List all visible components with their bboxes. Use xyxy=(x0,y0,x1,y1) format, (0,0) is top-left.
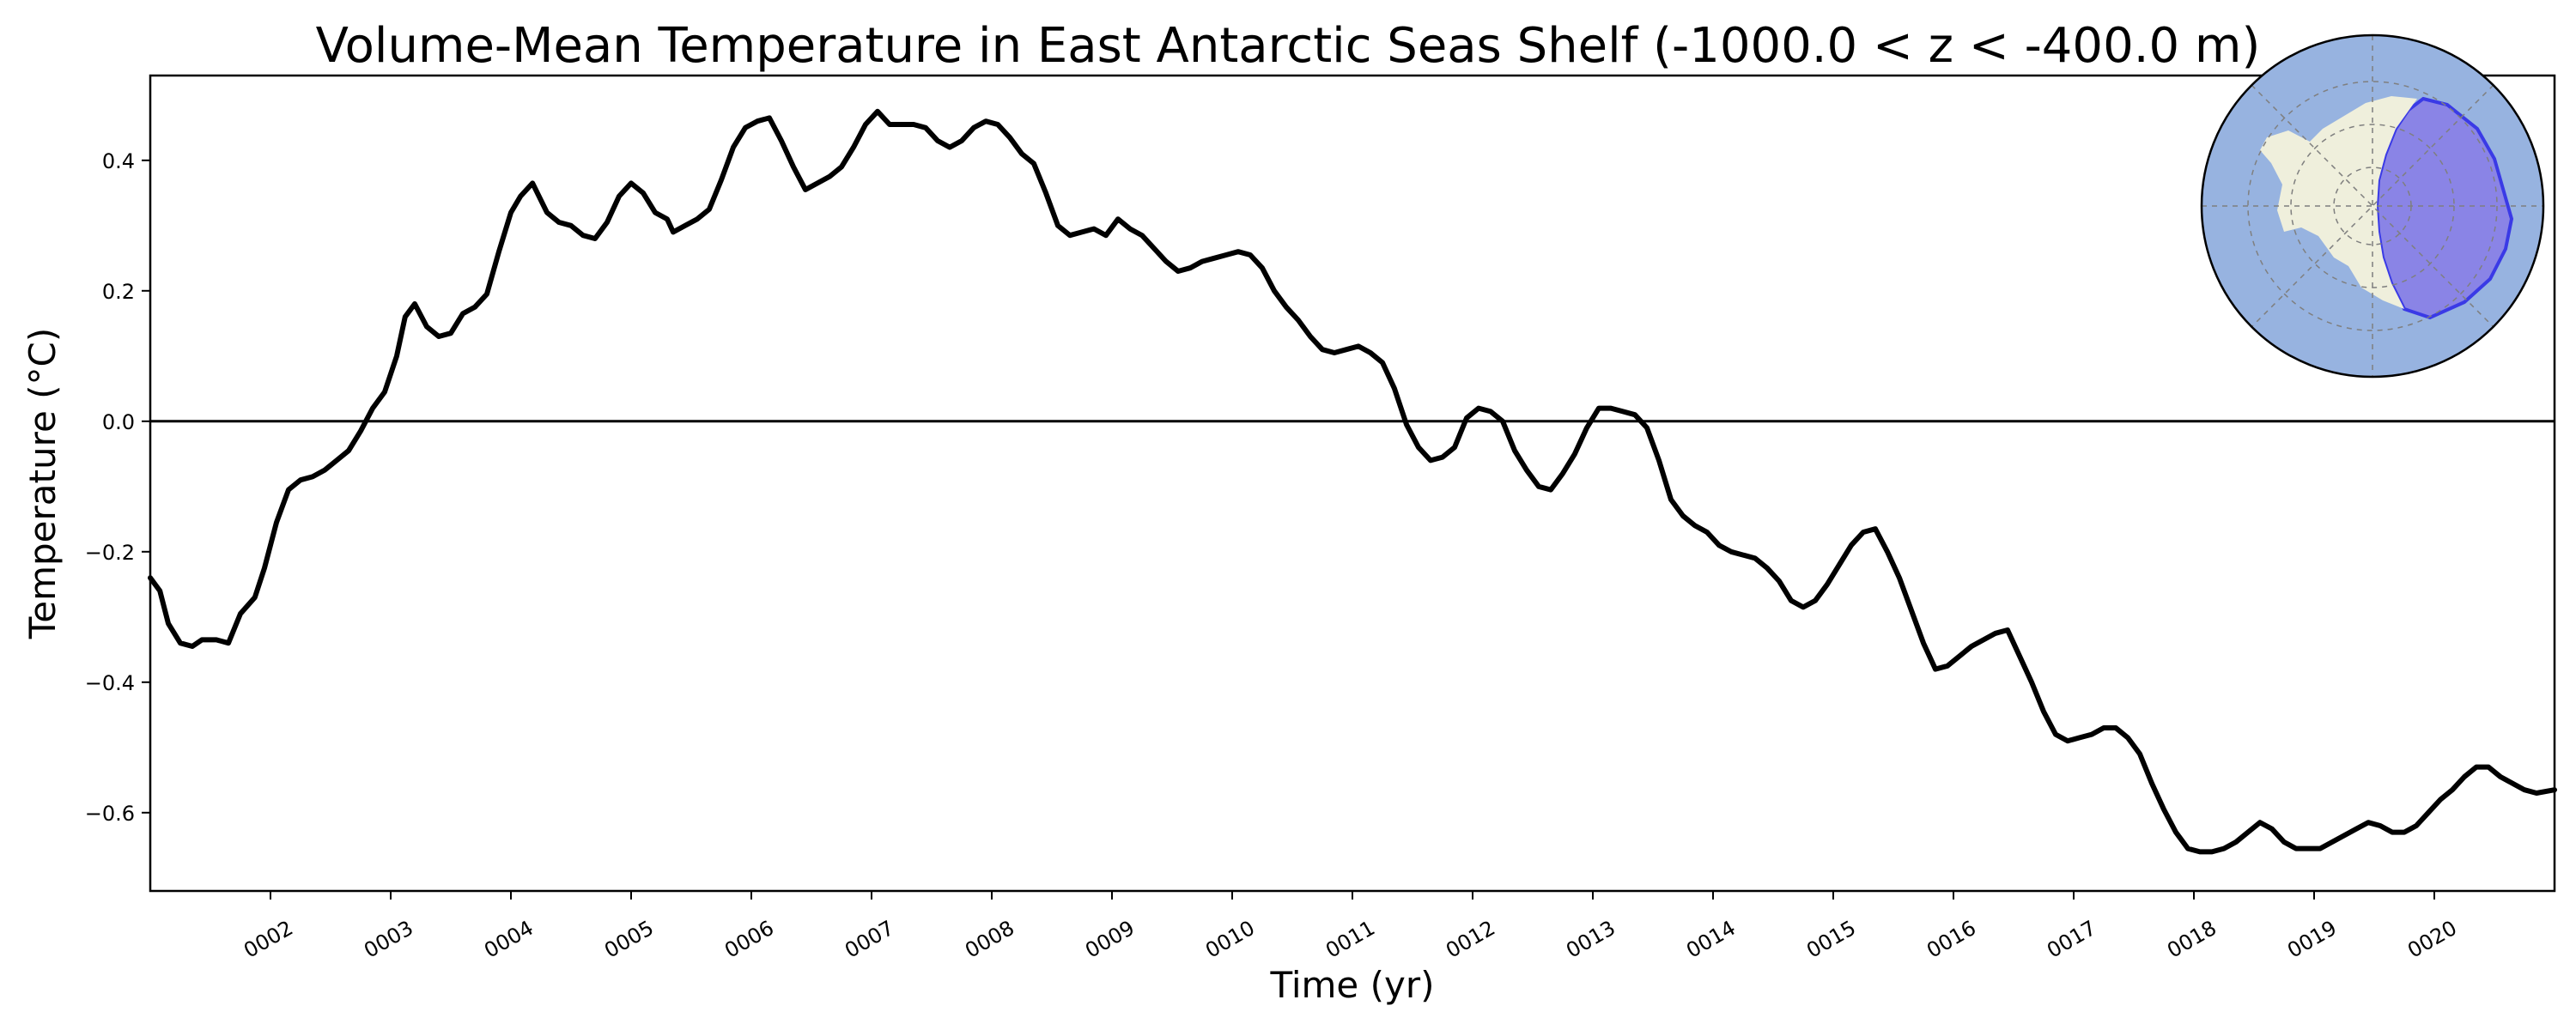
y-tick-label: 0.2 xyxy=(102,280,135,304)
plot-frame xyxy=(149,74,2556,893)
inset-land xyxy=(2260,96,2417,309)
inset-gridlines xyxy=(2202,35,2543,377)
chart-title: Volume-Mean Temperature in East Antarcti… xyxy=(316,18,2261,74)
inset-border xyxy=(2200,33,2545,379)
y-tick-label: −0.4 xyxy=(85,671,135,695)
x-axis-label: Time (yr) xyxy=(1269,964,1434,1006)
y-tick-label: 0.4 xyxy=(102,149,135,173)
y-tick-label: −0.6 xyxy=(85,802,135,826)
inset-highlight-region xyxy=(2374,96,2514,320)
y-tick-label: 0.0 xyxy=(102,410,135,434)
antarctic-map-icon xyxy=(2200,33,2545,379)
y-axis-label: Temperature (°C) xyxy=(21,328,64,640)
y-axis-ticks: −0.6 −0.4 −0.2 0.0 0.2 0.4 xyxy=(85,149,150,826)
inset-grid-circle-outer xyxy=(2247,81,2498,331)
temperature-series-line xyxy=(148,108,2557,855)
y-tick-label: −0.2 xyxy=(85,541,135,565)
